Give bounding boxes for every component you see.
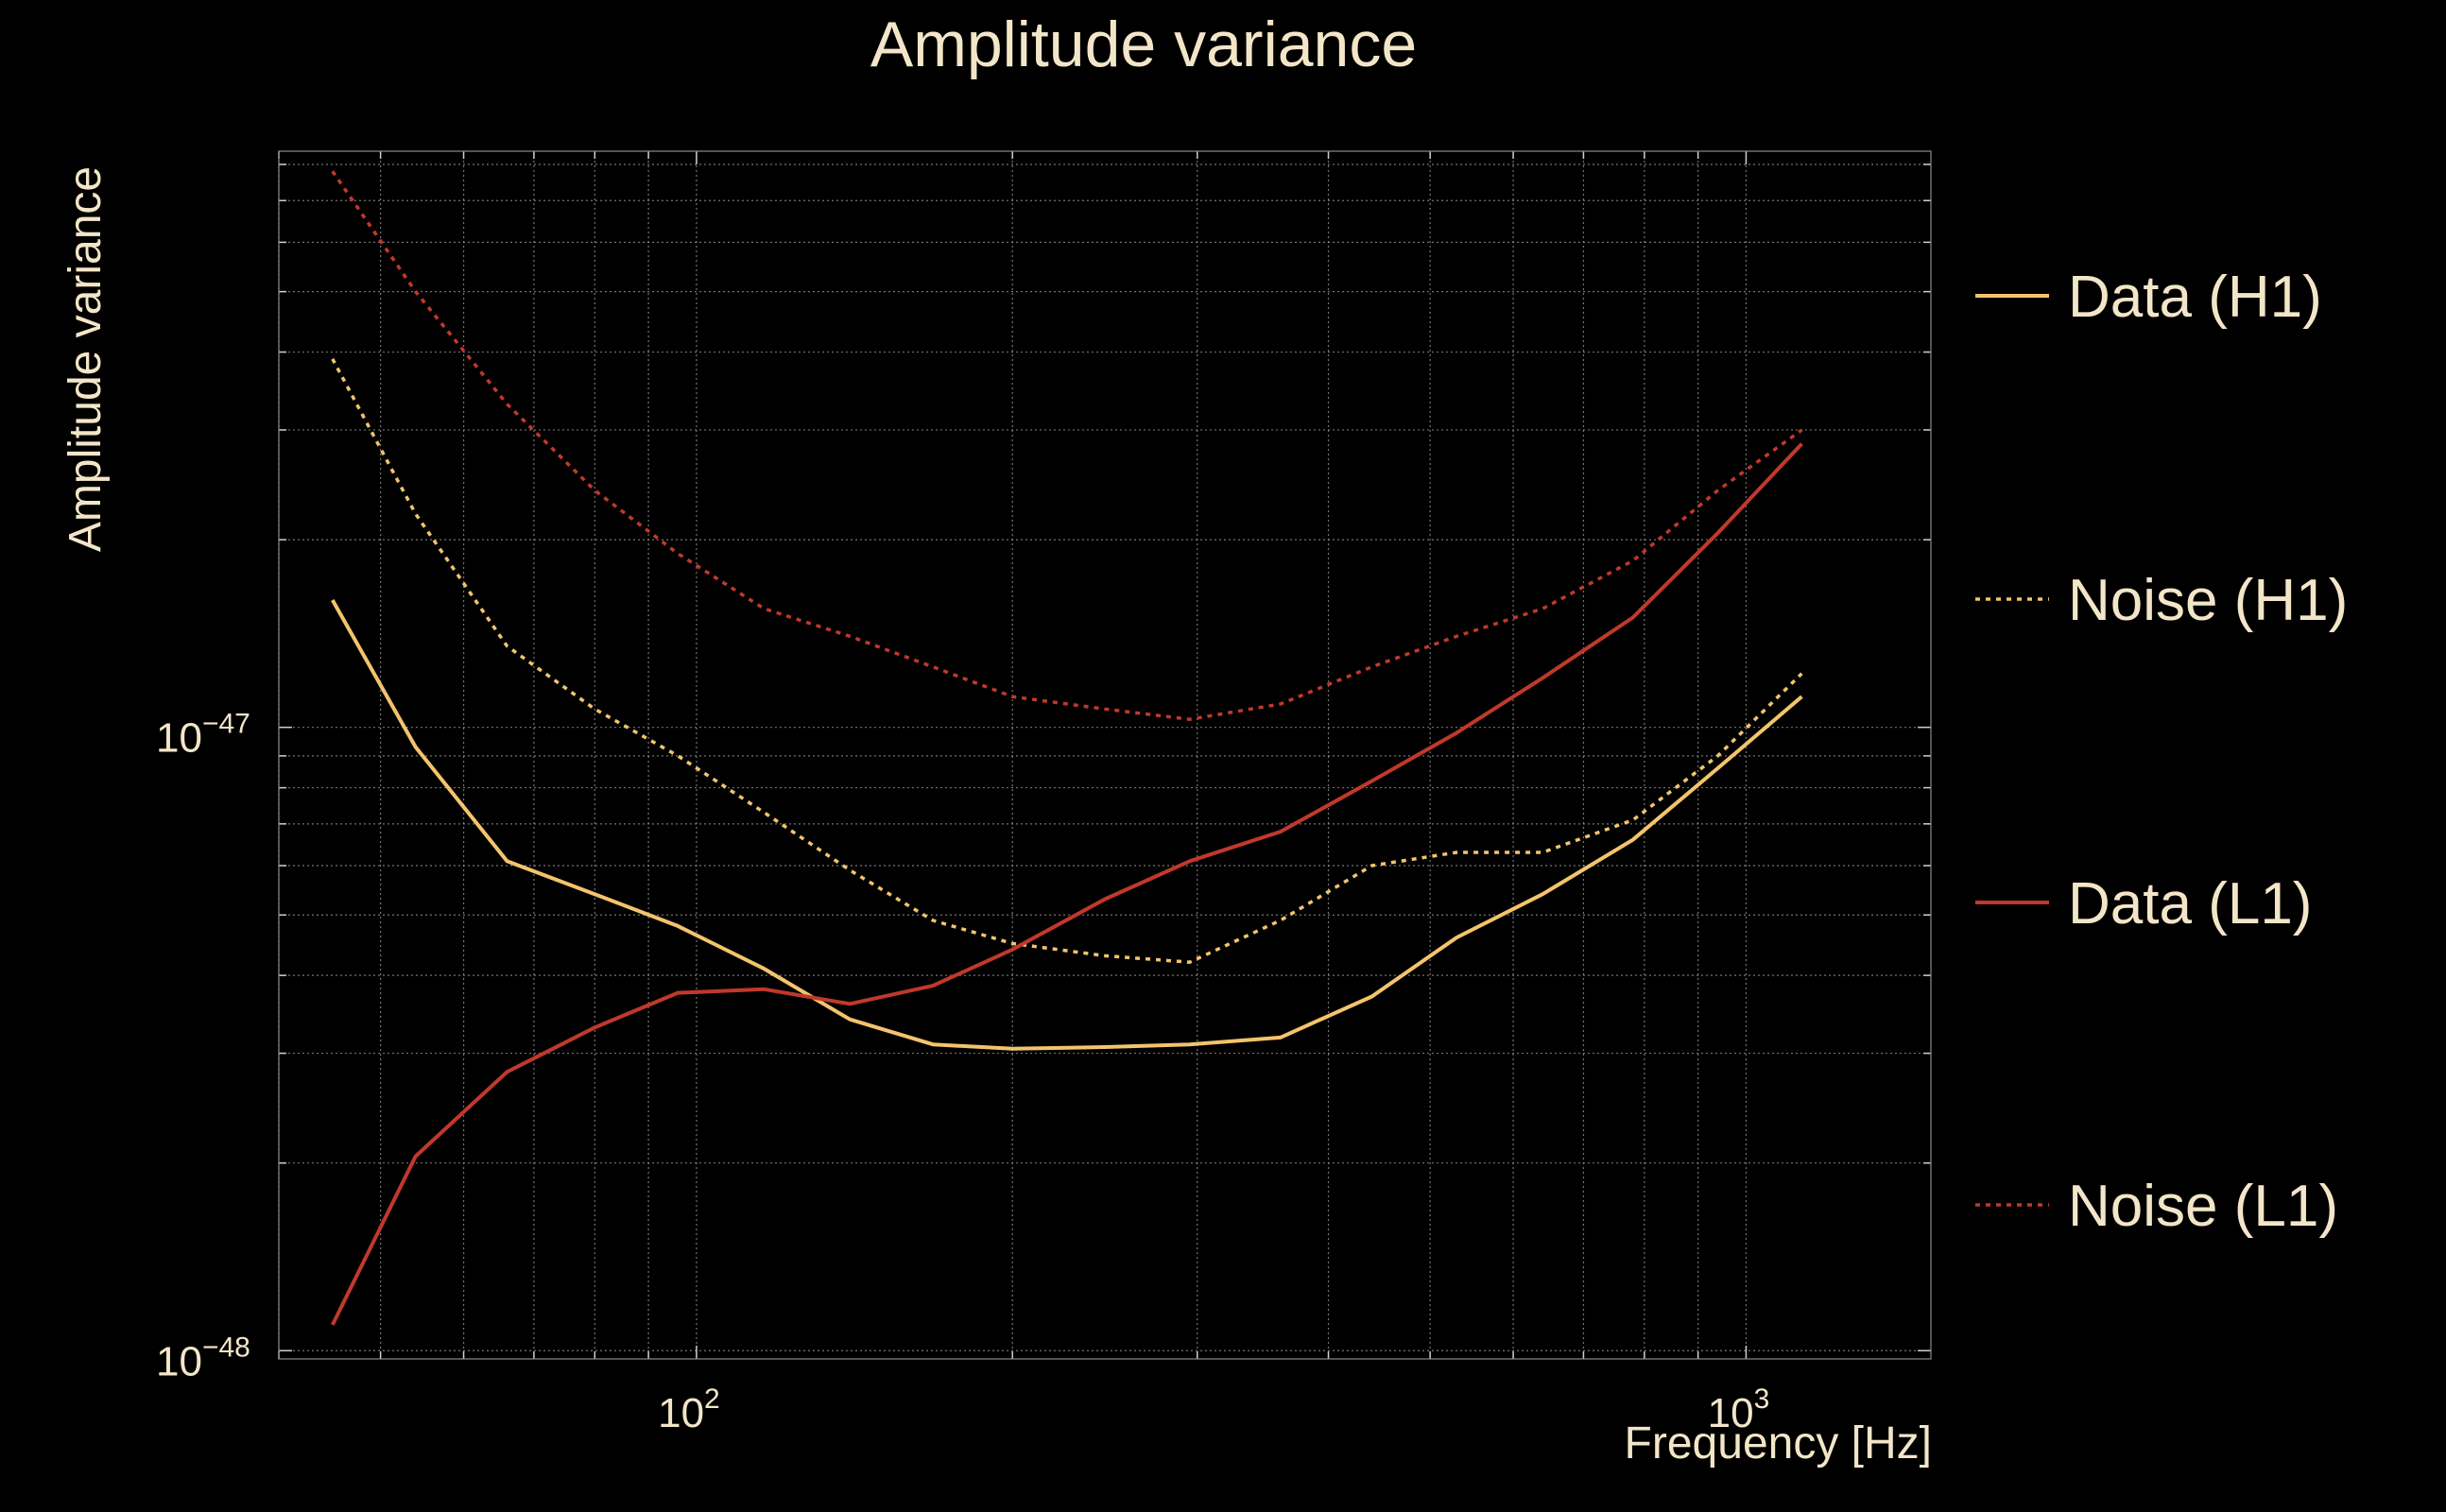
x-axis-label: Frequency [Hz]	[1625, 1418, 1932, 1469]
chart-title: Amplitude variance	[870, 9, 1417, 80]
y-axis-label: Amplitude variance	[60, 166, 111, 552]
grid-lines	[278, 151, 1931, 1359]
y-tick-label: 10−48	[156, 1332, 250, 1384]
x-tick-label: 103	[1708, 1383, 1770, 1436]
series-line-1	[331, 599, 1803, 1051]
series-line-4	[331, 170, 1803, 721]
series-line-2	[331, 357, 1803, 964]
series-line-3	[331, 442, 1803, 1326]
plot-frame	[278, 150, 1932, 1360]
legend-label-1: Data (H1)	[2068, 265, 2322, 330]
y-tick-label: 10−47	[156, 709, 250, 762]
legend-label-3: Data (L1)	[2068, 871, 2312, 936]
legend-label-2: Noise (H1)	[2068, 568, 2348, 633]
x-tick-label: 102	[658, 1383, 720, 1436]
tick-labels: 102 103 10−47 10−48	[156, 709, 1769, 1436]
legend: Data (H1) Noise (H1) Data (L1) Noise (L1)	[1975, 265, 2348, 1239]
legend-label-4: Noise (L1)	[2068, 1174, 2338, 1239]
plot-axes	[278, 150, 1932, 1360]
data-series	[331, 170, 1803, 1326]
